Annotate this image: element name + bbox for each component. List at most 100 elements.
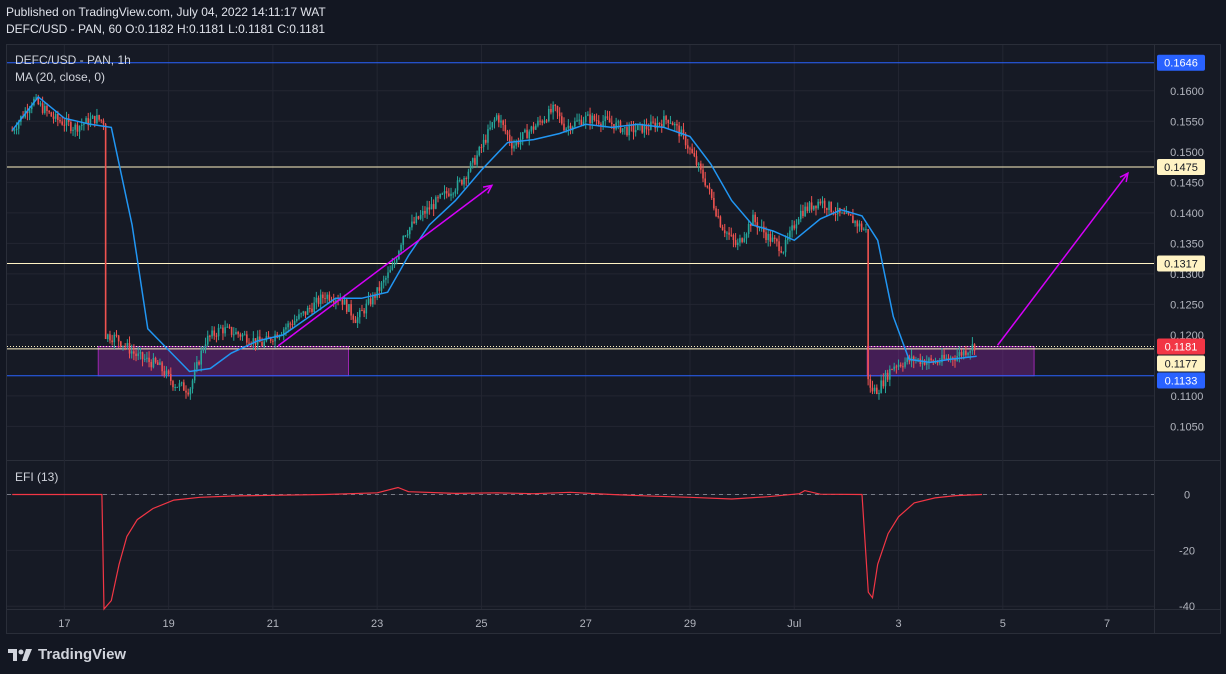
candle-body-135: [304, 311, 307, 315]
candle-body-198: [441, 193, 444, 195]
candle-body-282: [624, 127, 626, 129]
candle-body-275: [608, 118, 611, 123]
candle-body-297: [656, 122, 659, 129]
candle-body-59: [139, 352, 142, 354]
candle-body-16: [46, 106, 48, 112]
price-axis[interactable]: 0.1600 0.1550 0.1500 0.1450 0.1400 0.1350 0.13…: [1170, 86, 1204, 613]
candle-body-232: [515, 141, 517, 146]
candle-body-72: [167, 370, 170, 374]
candle-body-382: [841, 212, 843, 214]
candle-body-419: [921, 360, 924, 365]
candle-body-304: [671, 122, 674, 126]
tradingview-logo[interactable]: TradingView: [8, 646, 126, 663]
candle-body-102: [232, 334, 235, 336]
chart-svg[interactable]: 0.1600 0.1550 0.1500 0.1450 0.1400 0.1350 0.13…: [7, 45, 1220, 633]
candle-body-262: [580, 119, 583, 126]
candle-body-233: [517, 141, 520, 145]
candle-body-266: [589, 114, 591, 124]
candle-body-69: [161, 362, 163, 372]
candle-body-139: [313, 302, 315, 312]
candle-body-76: [176, 386, 179, 388]
candle-body-256: [567, 125, 570, 129]
candle-body-263: [582, 121, 585, 126]
candle-body-2: [15, 128, 18, 131]
candle-body-84: [193, 369, 196, 381]
candle-body-63: [148, 357, 150, 363]
candle-body-227: [504, 124, 507, 132]
candle-body-246: [545, 120, 548, 122]
candle-body-204: [454, 190, 457, 194]
candle-body-30: [76, 124, 79, 132]
price-tag-label: 0.1133: [1165, 375, 1198, 387]
price-tick-label: 0.1500: [1170, 147, 1204, 159]
symbol-legend[interactable]: DEFC/USD - PAN, 1h: [15, 53, 131, 67]
candle-body-88: [202, 348, 205, 351]
chart-area[interactable]: 0.1600 0.1550 0.1500 0.1450 0.1400 0.1350 0.13…: [6, 44, 1221, 634]
candle-body-49: [117, 335, 120, 342]
time-axis[interactable]: 17 19 21 23 25 27 29 Jul 3 5 7: [58, 618, 1110, 630]
candle-body-260: [576, 120, 578, 122]
candle-body-38: [93, 115, 96, 124]
candle-body-224: [498, 115, 500, 123]
candle-body-201: [448, 193, 450, 196]
candle-body-149: [335, 300, 337, 303]
ma-legend[interactable]: MA (20, close, 0): [15, 70, 106, 84]
candle-body-123: [278, 335, 281, 338]
candle-body-396: [871, 387, 874, 392]
candle-body-101: [230, 327, 233, 335]
price-tick-label: 0.1300: [1170, 269, 1204, 281]
candle-body-140: [315, 297, 318, 303]
candle-body-162: [363, 310, 365, 314]
candle-body-420: [923, 360, 926, 365]
candle-body-340: [750, 224, 752, 227]
symbol-ohlc-line: DEFC/USD - PAN, 60 O:0.1182 H:0.1181 L:0…: [6, 22, 326, 36]
efi-tick-label: -40: [1179, 601, 1195, 613]
candle-body-350: [771, 237, 774, 242]
candle-body-230: [511, 142, 513, 149]
price-tag-bg: [1157, 255, 1205, 272]
candle-body-324: [715, 208, 717, 217]
efi-legend[interactable]: EFI (13): [15, 470, 59, 484]
candle-body-115: [261, 342, 263, 346]
candle-body-430: [945, 357, 948, 359]
price-tag-bg: [1157, 159, 1205, 176]
candle-body-442: [971, 344, 974, 351]
candle-body-247: [547, 108, 550, 122]
price-tick-label: 0.1450: [1170, 177, 1204, 189]
candle-body-248: [550, 108, 552, 113]
candle-body-385: [847, 212, 850, 215]
candle-body-24: [63, 124, 66, 126]
candle-body-108: [246, 334, 248, 343]
candle-body-86: [198, 361, 200, 365]
candle-body-154: [345, 299, 348, 312]
candle-body-29: [74, 124, 77, 130]
candle-body-222: [493, 119, 496, 123]
candle-body-434: [954, 359, 956, 361]
candle-body-83: [191, 380, 194, 389]
candle-body-73: [169, 373, 172, 382]
candle-body-257: [569, 125, 572, 131]
candle-body-388: [854, 221, 856, 224]
time-tick-label: 21: [267, 618, 279, 630]
candle-body-436: [958, 352, 961, 357]
candle-body-431: [947, 357, 950, 360]
candle-body-326: [719, 216, 722, 227]
price-tag-label: 0.1646: [1164, 58, 1198, 70]
price-tick-label: 0.1050: [1170, 421, 1204, 433]
candle-body-223: [495, 115, 498, 120]
candle-body-194: [432, 204, 435, 209]
candle-body-265: [587, 114, 589, 116]
candle-body-271: [600, 124, 602, 126]
candle-body-292: [645, 124, 648, 130]
candle-body-237: [526, 129, 528, 139]
candle-body-311: [687, 145, 689, 149]
candle-body-334: [736, 242, 739, 245]
tradingview-logo-text: TradingView: [38, 646, 127, 663]
candle-body-145: [326, 294, 329, 299]
candle-body-196: [437, 197, 439, 199]
candle-body-214: [476, 155, 478, 165]
candle-body-438: [962, 350, 965, 356]
candle-body-197: [439, 194, 441, 198]
candle-body-441: [969, 350, 972, 353]
candle-body-411: [904, 361, 906, 367]
